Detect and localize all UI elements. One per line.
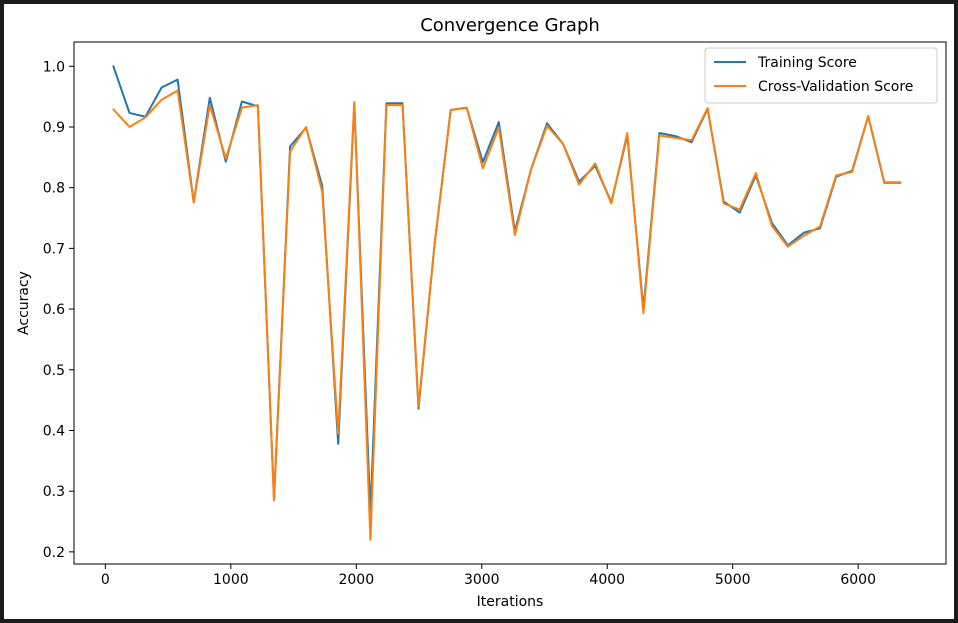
y-tick-label: 0.4 [43, 423, 65, 439]
y-tick-label: 0.8 [43, 181, 65, 197]
y-axis-label: Accuracy [16, 271, 32, 335]
x-axis-label: Iterations [477, 594, 544, 610]
y-tick-label: 0.6 [43, 302, 65, 318]
y-tick-label: 0.7 [43, 241, 65, 257]
legend-label-training: Training Score [757, 55, 857, 71]
legend-label-cross-validation: Cross-Validation Score [758, 79, 913, 95]
x-tick-label: 5000 [715, 572, 751, 588]
y-tick-label: 0.9 [43, 120, 65, 136]
x-axis: 0 1000 2000 3000 4000 5000 6000 [101, 564, 876, 588]
x-tick-label: 1000 [213, 572, 249, 588]
x-tick-label: 6000 [840, 572, 876, 588]
x-tick-label: 3000 [464, 572, 500, 588]
plot-area [73, 41, 947, 565]
y-axis: 0.2 0.3 0.4 0.5 0.6 0.7 0.8 0.9 1.0 [43, 59, 74, 561]
legend-box [704, 47, 938, 104]
y-tick-label: 0.3 [43, 484, 65, 500]
x-tick-label: 0 [101, 572, 110, 588]
y-tick-label: 0.2 [43, 545, 65, 561]
series-lines [112, 65, 902, 541]
chart-title: Convergence Graph [420, 15, 600, 36]
chart-figure: Convergence Graph 0.2 0.3 0.4 0.5 0.6 0.7 0.8 0… [4, 4, 954, 619]
x-tick-label: 2000 [338, 572, 374, 588]
x-tick-label: 4000 [589, 572, 625, 588]
chart-svg: Convergence Graph 0.20.30.40.50.60.70.80… [16, 15, 947, 610]
y-tick-label: 1.0 [43, 59, 65, 75]
series-line-cross-validation-score [112, 89, 902, 541]
legend: Training Score Cross-Validation Score [704, 47, 938, 104]
series-line-training-score [112, 65, 902, 516]
y-tick-label: 0.5 [43, 363, 65, 379]
